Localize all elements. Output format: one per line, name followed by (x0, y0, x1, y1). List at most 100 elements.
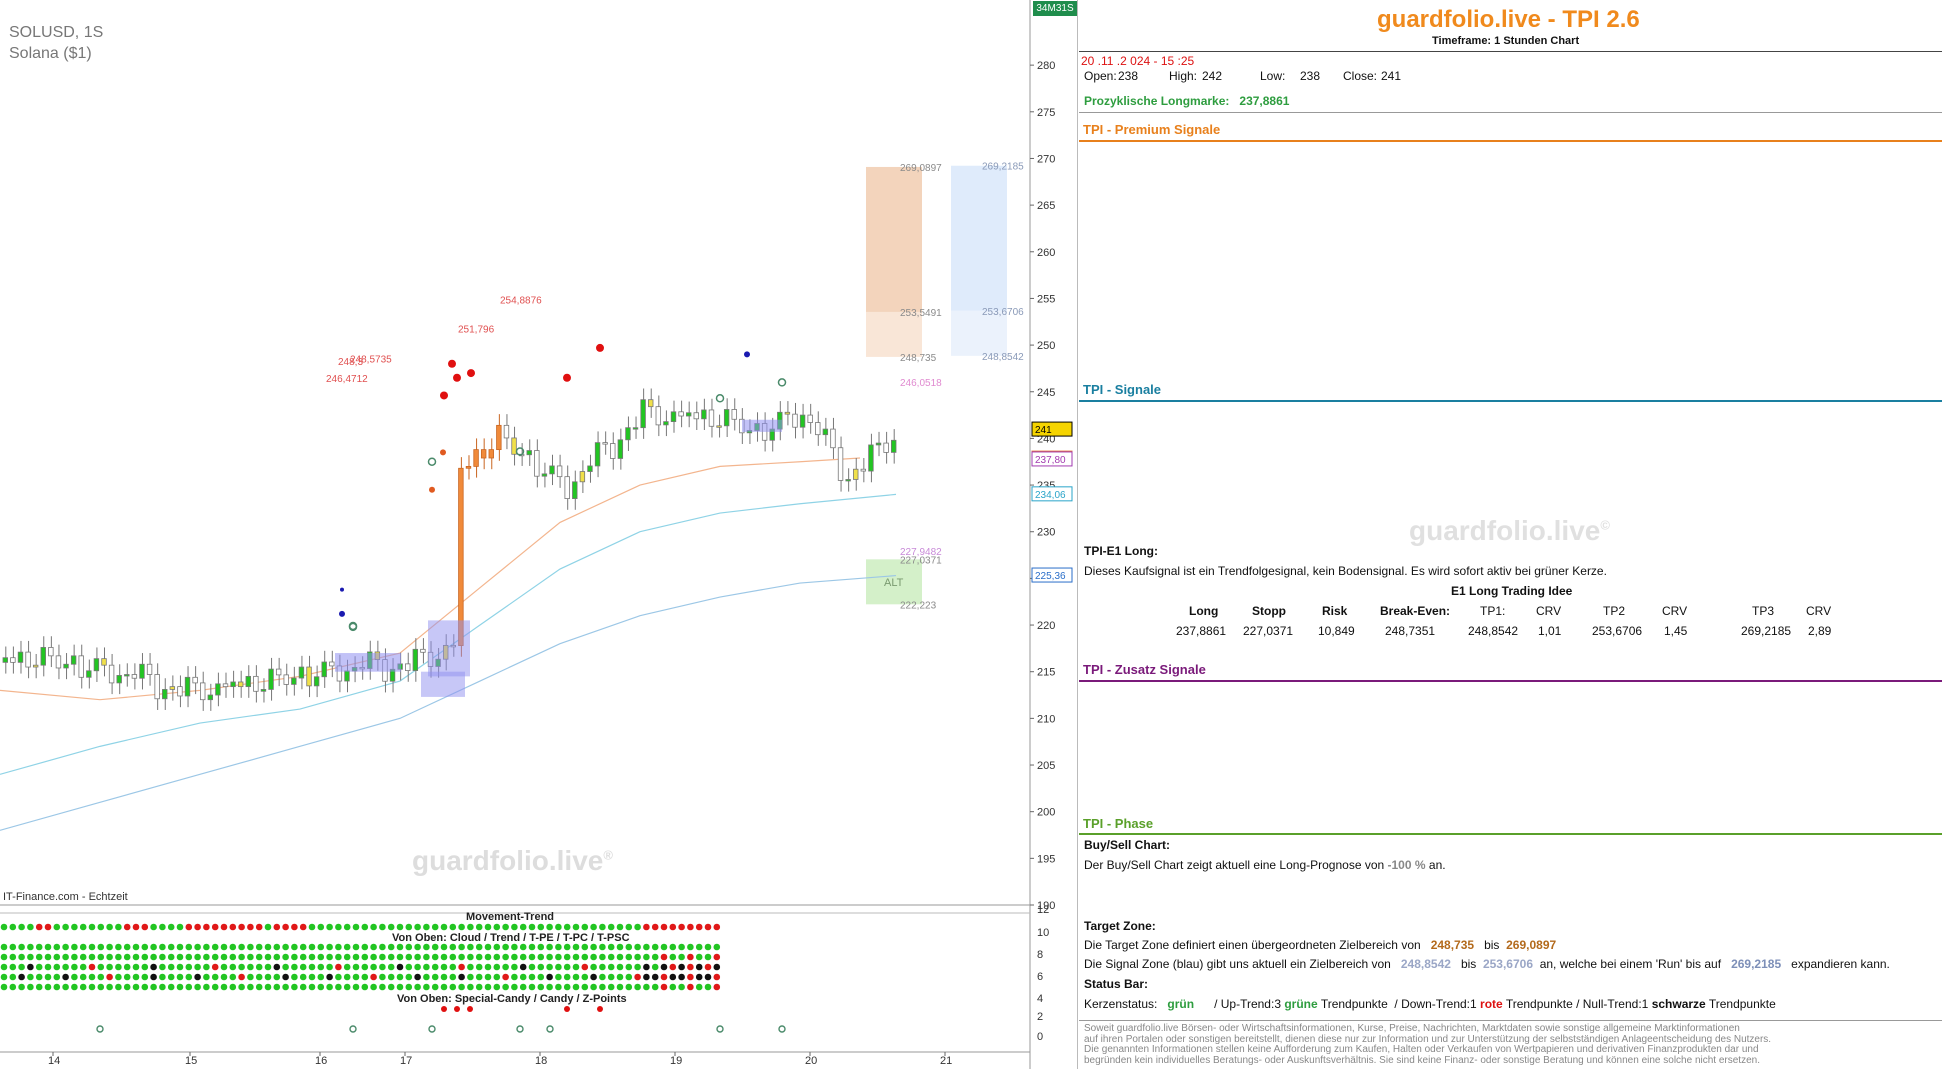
candle-body (78, 655, 84, 678)
down-trend: / Down-Trend:1 (1394, 997, 1477, 1011)
candle-body (784, 411, 791, 415)
candle-body (602, 442, 608, 445)
date-tick-label: 15 (185, 1055, 197, 1067)
candle-body (685, 412, 692, 417)
trend-dot (493, 943, 501, 951)
trend-dot (308, 953, 316, 961)
candle-body (541, 473, 548, 477)
candle-body (632, 427, 639, 430)
e1-table-title: E1 Long Trading Idee (1451, 584, 1573, 598)
candle-body (200, 682, 206, 701)
trend-dot (176, 963, 184, 971)
trend-dot (62, 963, 69, 971)
trend-dot (387, 983, 395, 991)
trend-dot (616, 983, 624, 991)
candle-body (10, 657, 16, 663)
trend-dot (220, 923, 228, 931)
trend-dot (185, 983, 193, 991)
trend-dot (361, 953, 369, 961)
buysell-title: Buy/Sell Chart: (1084, 838, 1171, 852)
candle-body (412, 648, 419, 671)
th-breakeven: Break-Even: (1380, 604, 1451, 618)
signal-dot (340, 587, 344, 592)
zone-value-label: 253,6706 (982, 307, 1024, 318)
trend-dot (255, 973, 263, 981)
trend-dot (616, 963, 624, 971)
panel-watermark-text: guardfolio.live (1409, 515, 1601, 546)
trend-dot (35, 943, 43, 951)
trend-dot (616, 973, 624, 981)
trend-dot (431, 963, 439, 971)
date-tick-label: 19 (670, 1055, 682, 1067)
trend-dot (669, 973, 677, 981)
trend-dot (150, 953, 157, 961)
trend-dot (458, 973, 465, 981)
trend-dot (106, 983, 113, 991)
trend-dot (220, 983, 228, 991)
target-l1-mid: bis (1484, 938, 1500, 952)
trend-dot (62, 953, 69, 961)
trend-dot (106, 943, 113, 951)
candle-body (693, 412, 699, 420)
trend-dot (291, 963, 298, 971)
trend-dot (317, 943, 325, 951)
trend-dot (599, 963, 606, 971)
special-candy-dot (467, 1006, 473, 1012)
trend-dot (387, 953, 395, 961)
trend-dot (590, 943, 597, 951)
trend-dot (35, 983, 43, 991)
trend-dot (352, 923, 360, 931)
target-l1-pre: Die Target Zone definiert einen übergeor… (1084, 938, 1421, 952)
candle-body (807, 414, 813, 423)
trend-dot (704, 973, 712, 981)
trend-dot (264, 953, 272, 961)
trend-dot (141, 983, 149, 991)
trend-dot (475, 973, 483, 981)
candle-body (215, 683, 221, 696)
trend-dot (176, 923, 184, 931)
candle-body (822, 428, 829, 436)
trend-dot (440, 923, 448, 931)
chart-canvas[interactable]: 2802752702652602552502452402352302252202… (0, 0, 1078, 1069)
trend-dot (299, 973, 307, 981)
trend-dot (35, 923, 43, 931)
price-chart[interactable]: 2802752702652602552502452402352302252202… (0, 0, 1078, 1069)
signal-box (428, 620, 470, 677)
sub-axis-label: 0 (1037, 1031, 1043, 1043)
candle-body (610, 443, 616, 459)
trend-dot (678, 923, 685, 931)
trend-dot (273, 923, 281, 931)
signal-value-label: 251,796 (458, 324, 495, 335)
trend-dot (79, 953, 87, 961)
trend-dot (599, 973, 606, 981)
trend-dot (643, 953, 650, 961)
trend-dot (493, 983, 501, 991)
trend-dot (335, 923, 342, 931)
tpi-panel: guardfolio.live - TPI 2.6 Timeframe: 1 S… (1079, 0, 1942, 1069)
trend-dot (44, 983, 52, 991)
trend-dot (343, 983, 351, 991)
trend-dot (211, 973, 219, 981)
candle-body (70, 655, 77, 665)
trend-dot (458, 963, 465, 971)
trend-dot (379, 943, 386, 951)
kerzen-value: grün (1167, 997, 1195, 1011)
th-crv1: CRV (1536, 604, 1562, 618)
trend-dot (546, 923, 553, 931)
trend-dot (572, 923, 580, 931)
candle-body (237, 681, 244, 688)
trend-dot (423, 923, 430, 931)
price-tick-label: 200 (1037, 807, 1055, 819)
trend-dot (502, 983, 509, 991)
z-point-ring (349, 1025, 357, 1033)
trend-dot (220, 953, 228, 961)
trend-dot (185, 963, 193, 971)
trend-dot (273, 953, 281, 961)
trend-dot (414, 983, 421, 991)
trend-dot (44, 973, 52, 981)
candle-body (298, 666, 305, 679)
trend-dot (563, 953, 571, 961)
trend-dot (563, 923, 571, 931)
price-tick-label: 210 (1037, 713, 1055, 725)
trend-dot (326, 983, 333, 991)
